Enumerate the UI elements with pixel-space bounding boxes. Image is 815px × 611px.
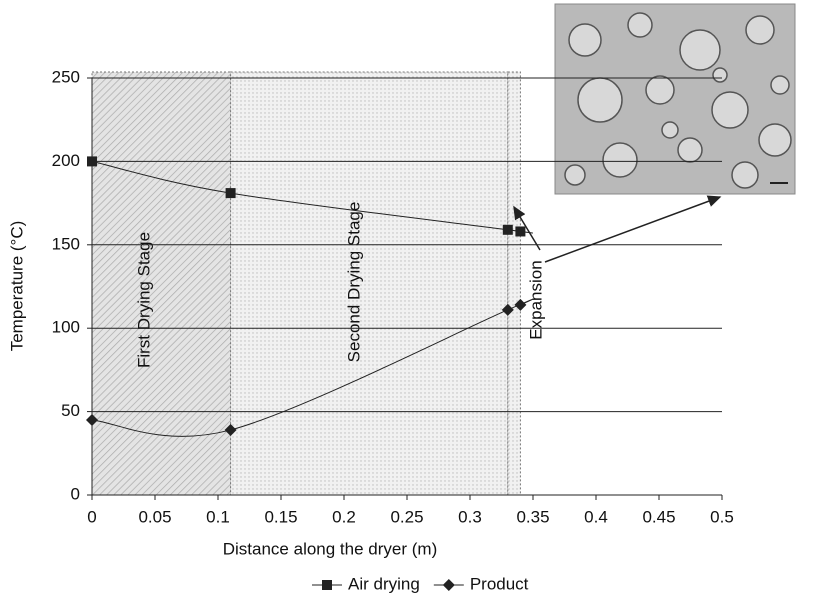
background-layer	[92, 72, 520, 495]
stage-region	[231, 72, 508, 495]
stage-label: First Drying Stage	[134, 232, 153, 368]
micrograph-inset	[555, 4, 795, 194]
legend-label: Air drying	[348, 574, 420, 593]
marker	[515, 226, 525, 236]
stage-label: Second Drying Stage	[344, 202, 363, 363]
x-tick-label: 0.25	[390, 507, 423, 526]
x-tick-label: 0.15	[264, 507, 297, 526]
legend-marker	[443, 579, 455, 591]
marker	[87, 156, 97, 166]
x-tick-label: 0.35	[516, 507, 549, 526]
y-tick-label: 250	[52, 67, 80, 86]
page: Distance along the dryer (m) Temperature…	[0, 0, 815, 611]
stage-region	[92, 72, 231, 495]
x-tick-label: 0.4	[584, 507, 608, 526]
x-axis-title: Distance along the dryer (m)	[223, 539, 437, 558]
x-tick-label: 0.1	[206, 507, 230, 526]
x-tick-label: 0.5	[710, 507, 734, 526]
chart: Distance along the dryer (m) Temperature…	[0, 0, 815, 606]
stage-region	[508, 72, 521, 495]
y-tick-label: 100	[52, 318, 80, 337]
x-tick-label: 0	[87, 507, 96, 526]
x-tick-label: 0.05	[138, 507, 171, 526]
marker	[226, 188, 236, 198]
y-tick-label: 150	[52, 234, 80, 253]
y-tick-label: 50	[61, 401, 80, 420]
marker	[503, 225, 513, 235]
arrow	[545, 197, 720, 262]
legend-marker	[322, 580, 332, 590]
x-tick-label: 0.45	[642, 507, 675, 526]
legend-label: Product	[470, 574, 529, 593]
x-tick-label: 0.2	[332, 507, 356, 526]
y-axis-title: Temperature (°C)	[7, 221, 26, 352]
y-tick-label: 200	[52, 151, 80, 170]
x-tick-label: 0.3	[458, 507, 482, 526]
y-tick-label: 0	[71, 484, 80, 503]
